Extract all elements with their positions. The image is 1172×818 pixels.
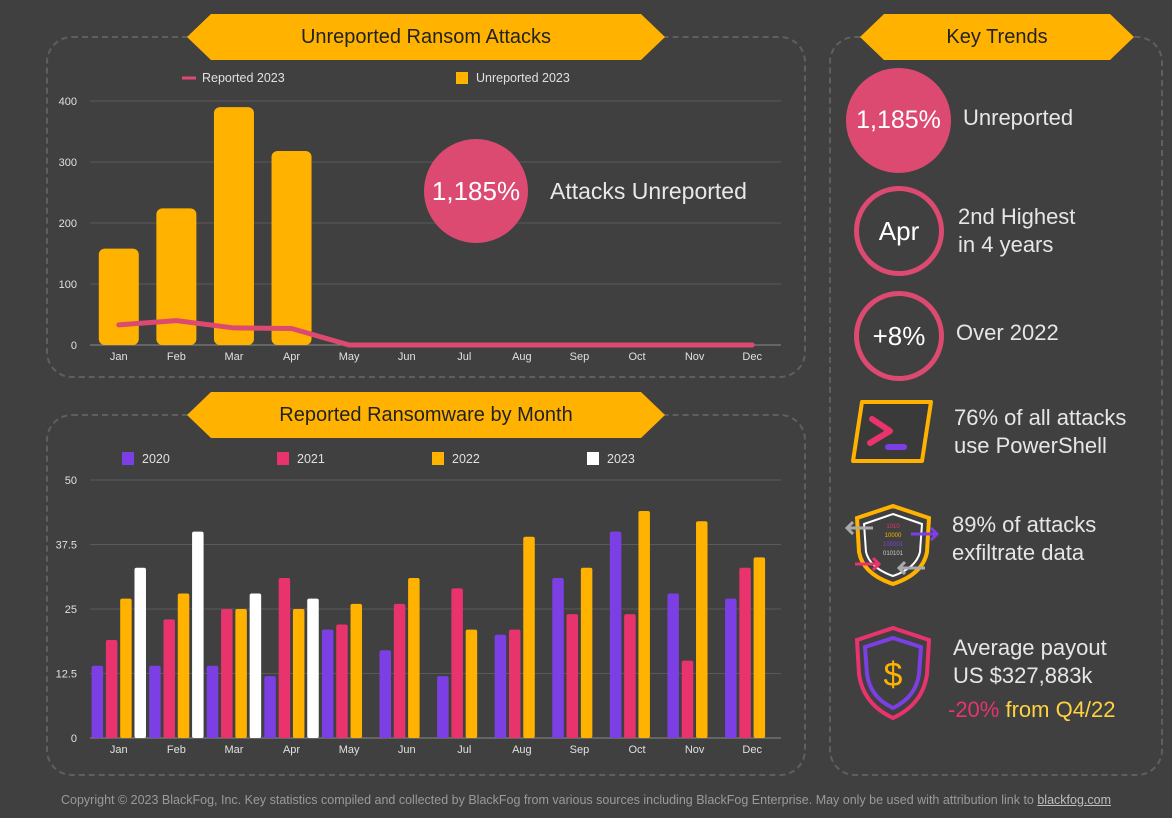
growth-trend-circle: +8% xyxy=(854,291,944,381)
svg-text:010101: 010101 xyxy=(883,551,904,557)
payout-change: -20% from Q4/22 xyxy=(948,696,1116,724)
exfiltration-trend-line1: 89% of attacks xyxy=(952,512,1097,537)
powershell-icon xyxy=(851,400,933,463)
april-trend-line1: 2nd Highest xyxy=(958,204,1076,229)
footer: Copyright © 2023 BlackFog, Inc. Key stat… xyxy=(0,793,1172,807)
powershell-trend-line2: use PowerShell xyxy=(954,433,1107,458)
dollar-shield-icon: $ xyxy=(854,625,932,721)
powershell-trend-text: 76% of all attacks use PowerShell xyxy=(954,404,1126,460)
unreported-trend-text: Unreported xyxy=(963,105,1074,130)
svg-text:100001: 100001 xyxy=(883,542,904,548)
payout-trend-line1: Average payout xyxy=(953,635,1107,660)
exfiltration-shield-icon: 1010 10000 100001 010101 xyxy=(844,503,940,587)
growth-trend-text: Over 2022 xyxy=(956,320,1059,345)
payout-change-suffix: from Q4/22 xyxy=(999,697,1116,722)
reported-by-month-title: Reported Ransomware by Month xyxy=(187,392,665,438)
svg-text:1010: 1010 xyxy=(886,524,900,530)
footer-link[interactable]: blackfog.com xyxy=(1037,793,1111,807)
payout-change-value: -20% xyxy=(948,697,1000,722)
payout-trend-text: Average payout US $327,883k xyxy=(953,634,1107,690)
key-trends-title: Key Trends xyxy=(860,14,1134,60)
unreported-attacks-title: Unreported Ransom Attacks xyxy=(187,14,665,60)
powershell-trend-line1: 76% of all attacks xyxy=(954,405,1127,430)
attacks-unreported-stat-circle: 1,185% xyxy=(424,139,528,243)
unreported-trend-value: 1,185% xyxy=(856,106,941,134)
april-trend-text: 2nd Highest in 4 years xyxy=(958,203,1075,259)
payout-trend-line2: US $327,883k xyxy=(953,663,1093,688)
footer-text: Copyright © 2023 BlackFog, Inc. Key stat… xyxy=(61,793,1038,807)
unreported-trend-circle: 1,185% xyxy=(846,68,951,173)
exfiltration-trend-line2: exfiltrate data xyxy=(952,540,1085,565)
april-trend-value: Apr xyxy=(878,215,920,246)
april-trend-circle: Apr xyxy=(854,186,944,276)
april-trend-line2: in 4 years xyxy=(958,232,1054,257)
exfiltration-trend-text: 89% of attacks exfiltrate data xyxy=(952,511,1096,567)
attacks-unreported-stat-value: 1,185% xyxy=(431,175,521,206)
svg-text:10000: 10000 xyxy=(885,533,902,539)
growth-trend-value: +8% xyxy=(872,320,926,351)
svg-text:$: $ xyxy=(884,656,903,694)
reported-by-month-panel xyxy=(46,414,806,776)
attacks-unreported-stat-label: Attacks Unreported xyxy=(550,178,747,204)
